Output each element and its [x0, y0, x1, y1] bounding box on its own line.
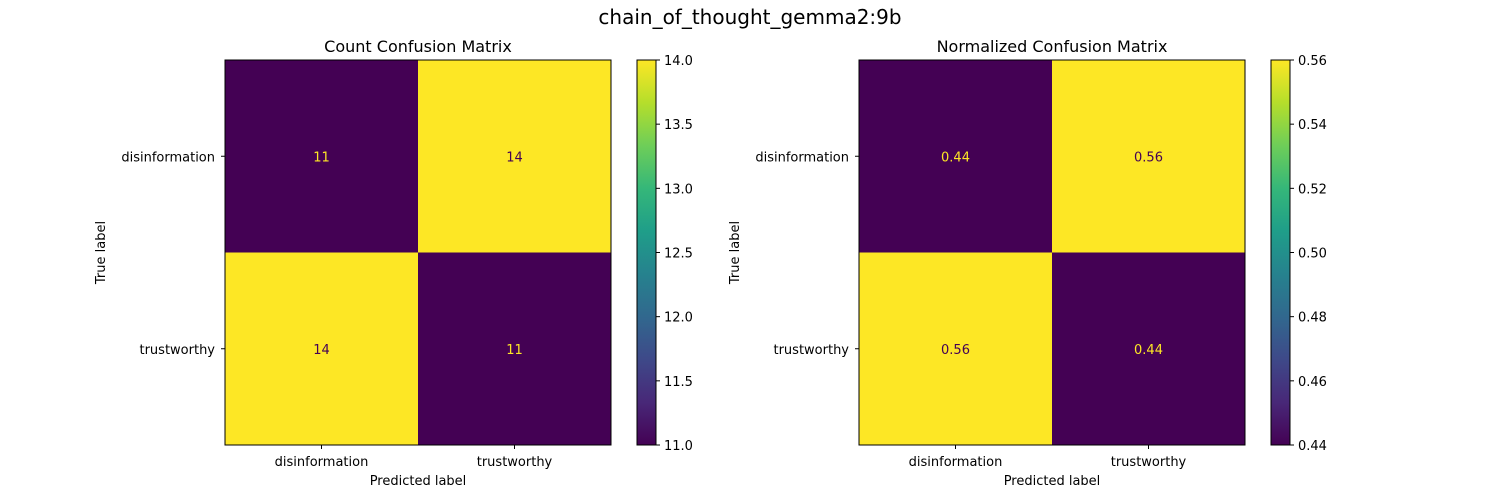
chart2-colorbar-tick-label-0: 0.44	[1298, 439, 1327, 454]
chart2-colorbar-tick-label-5: 0.54	[1298, 118, 1327, 133]
chart2-y-tick-label-0: disinformation	[755, 150, 849, 165]
chart2-axes-frame	[858, 59, 1246, 446]
chart2-colorbar-tick-label-1: 0.46	[1298, 375, 1327, 390]
chart2-colorbar-tick-label-6: 0.56	[1298, 54, 1327, 69]
chart1-cell-label-r1c0: 14	[313, 343, 330, 358]
chart2-cell-label-r0c0: 0.44	[941, 150, 970, 165]
chart1-x-tick-label-0: disinformation	[275, 455, 369, 470]
figure-title: chain_of_thought_gemma2:9b	[598, 5, 902, 29]
chart2-colorbar-tick-label-2: 0.48	[1298, 311, 1327, 326]
chart2-cell-r1c1	[1052, 252, 1245, 445]
chart1-cell-label-r0c0: 11	[313, 150, 330, 165]
chart1-x-tick-label-1: trustworthy	[477, 455, 553, 470]
chart2-x-tick-label-1: trustworthy	[1111, 455, 1187, 470]
chart1-colorbar	[636, 59, 657, 446]
chart2-colorbar-tick-label-3: 0.50	[1298, 247, 1327, 262]
chart2-y-axis-label: True label	[728, 221, 743, 285]
chart1-cell-label-r1c1: 11	[506, 343, 523, 358]
chart1-cell-r1c1	[418, 252, 611, 445]
chart2-cell-r0c0	[859, 60, 1052, 253]
chart1-colorbar-tick-label-3: 12.5	[664, 247, 693, 262]
chart2-x-axis-label: Predicted label	[1004, 474, 1101, 489]
chart1-colorbar-tick-label-6: 14.0	[664, 54, 693, 69]
chart2-colorbar-tick-label-4: 0.52	[1298, 182, 1327, 197]
chart1-axes-frame	[224, 59, 612, 446]
chart2-title: Normalized Confusion Matrix	[937, 37, 1168, 56]
chart2-x-tick-label-0: disinformation	[909, 455, 1003, 470]
chart2-y-tick-label-1: trustworthy	[773, 343, 849, 358]
chart2-cell-r1c0	[859, 252, 1052, 445]
chart1-cell-label-r0c1: 14	[506, 150, 523, 165]
chart1-y-axis-label: True label	[94, 221, 109, 285]
chart1-y-tick-label-0: disinformation	[121, 150, 215, 165]
chart1-cell-r0c0	[225, 60, 418, 253]
chart1-colorbar-tick-label-0: 11.0	[664, 439, 693, 454]
chart1-colorbar-tick-label-2: 12.0	[664, 311, 693, 326]
chart1-colorbar-tick-label-4: 13.0	[664, 182, 693, 197]
chart1-x-axis-label: Predicted label	[370, 474, 467, 489]
chart2-cell-label-r0c1: 0.56	[1134, 150, 1163, 165]
chart1-title: Count Confusion Matrix	[324, 37, 512, 56]
chart2-cell-label-r1c1: 0.44	[1134, 343, 1163, 358]
chart1-cell-r0c1	[418, 60, 611, 253]
chart1-cell-r1c0	[225, 252, 418, 445]
chart1-y-tick-label-1: trustworthy	[139, 343, 215, 358]
chart2-colorbar	[1270, 59, 1291, 446]
chart1-colorbar-tick-label-1: 11.5	[664, 375, 693, 390]
chart2-cell-r0c1	[1052, 60, 1245, 253]
chart2-cell-label-r1c0: 0.56	[941, 343, 970, 358]
chart1-colorbar-tick-label-5: 13.5	[664, 118, 693, 133]
